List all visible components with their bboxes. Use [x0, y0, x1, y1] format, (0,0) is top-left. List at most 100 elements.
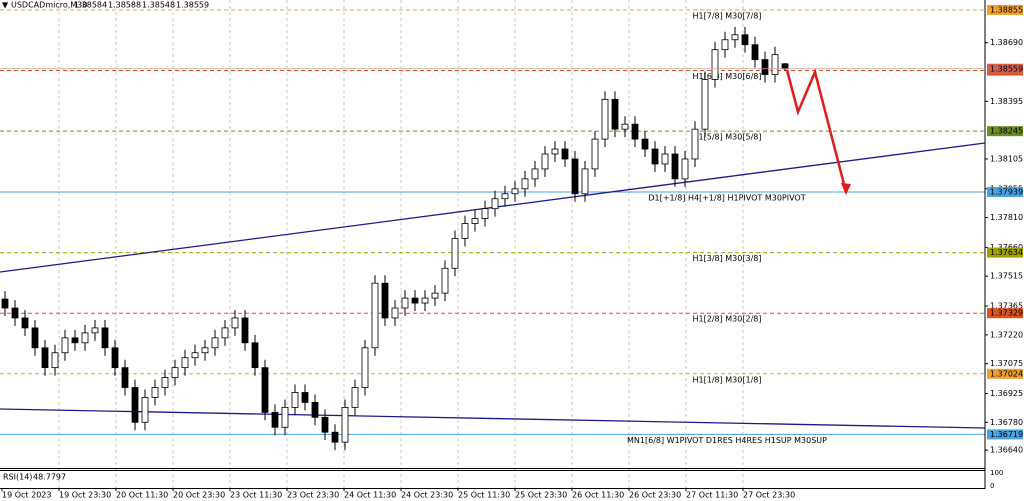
- candle-body: [41, 347, 49, 369]
- level-text: D1[+1/8] H4[+1/8] H1PIVOT M30PIVOT: [648, 193, 805, 202]
- candle-body: [211, 337, 219, 349]
- candle-body: [101, 327, 109, 349]
- candle-body: [121, 367, 129, 388]
- candle-body: [301, 392, 309, 403]
- candle-body: [641, 138, 649, 150]
- candle-body: [701, 79, 709, 130]
- candle-body: [581, 168, 589, 195]
- candle-body: [381, 282, 389, 319]
- candle-body: [721, 39, 729, 51]
- arrow-head: [841, 183, 851, 195]
- y-tick-label: 1.38690: [990, 38, 1023, 47]
- candle-body: [491, 198, 499, 210]
- price-axis: 1.36640 1.36780 1.36925 1.37075 1.37220 1.373…: [985, 4, 1023, 490]
- level-text: H1[6/8] M30[6/8]: [693, 72, 762, 81]
- level-axis-box: [987, 247, 1023, 258]
- level-axis-label: 1.36719: [990, 430, 1023, 439]
- header-open: 1.38584: [74, 1, 107, 10]
- y-tick-label: 1.36925: [990, 389, 1023, 398]
- level-axis-box: [987, 186, 1023, 197]
- y-tick-label: 1.37220: [990, 330, 1023, 339]
- x-tick-label: 19 Oct 23:30: [59, 491, 111, 500]
- level-axis-label: 1.37634: [990, 248, 1023, 257]
- level-axis-box: [987, 4, 1023, 15]
- symbol-marker: ▼: [2, 1, 9, 10]
- candle-body: [141, 397, 149, 423]
- candle-body: [191, 352, 199, 359]
- y-tick-label: 1.36640: [990, 446, 1023, 455]
- candle-body: [651, 148, 659, 165]
- candle-body: [171, 367, 179, 378]
- candle-body: [341, 406, 349, 443]
- candle-body: [551, 148, 559, 155]
- level-text: H1[7/8] M30[7/8]: [693, 11, 762, 20]
- candle-body: [751, 44, 759, 61]
- candle-body: [281, 406, 289, 428]
- x-tick-label: 24 Oct 11:30: [344, 491, 396, 500]
- x-tick-label: 24 Oct 23:30: [401, 491, 453, 500]
- candle-body: [431, 292, 439, 299]
- candle-body: [561, 148, 569, 160]
- candle-body: [1, 298, 9, 309]
- level-axis-box: [987, 368, 1023, 379]
- trend-line: [0, 408, 986, 429]
- candle-body: [731, 34, 739, 41]
- candle-body: [51, 352, 59, 369]
- candle-body: [221, 327, 229, 339]
- rsi-tick-label: 0: [990, 482, 994, 490]
- candle-body: [371, 282, 379, 349]
- candle-body: [481, 208, 489, 219]
- level-text: H1[5/8] M30[5/8]: [693, 133, 762, 142]
- candle-body: [511, 188, 519, 195]
- candle-body: [251, 342, 259, 369]
- x-tick-label: 23 Oct 11:30: [230, 491, 282, 500]
- candle-body: [311, 402, 319, 418]
- candle-body: [321, 416, 329, 433]
- x-tick-label: 27 Oct 23:30: [743, 491, 795, 500]
- candle-body: [81, 332, 89, 344]
- level-axis-label: 1.38855: [990, 5, 1023, 14]
- candles: [1, 26, 789, 451]
- candle-body: [541, 153, 549, 170]
- y-tick-label: 1.37365: [990, 302, 1023, 311]
- candle-body: [461, 223, 469, 239]
- candle-body: [71, 337, 79, 344]
- x-tick-label: 25 Oct 11:30: [458, 491, 510, 500]
- candle-body: [231, 317, 239, 329]
- x-tick-label: 19 Oct 2023: [2, 491, 51, 500]
- x-tick-label: 26 Oct 23:30: [629, 491, 681, 500]
- candle-body: [331, 431, 339, 443]
- candle-body: [421, 297, 429, 304]
- candle-body: [571, 158, 579, 195]
- x-tick-label: 20 Oct 23:30: [173, 491, 225, 500]
- rsi-tick-label: 100: [990, 469, 1003, 477]
- y-tick-label: 1.38105: [990, 154, 1023, 163]
- candle-body: [401, 297, 409, 309]
- candle-body: [391, 307, 399, 319]
- candle-body: [21, 317, 29, 329]
- candle-body: [621, 123, 629, 130]
- candle-body: [601, 98, 609, 140]
- candle-body: [741, 34, 749, 46]
- candle-body: [711, 49, 719, 80]
- candle-body: [261, 367, 269, 413]
- level-text: H1[1/8] M30[1/8]: [693, 375, 762, 384]
- x-tick-label: 23 Oct 23:30: [287, 491, 339, 500]
- header-low: 1.38548: [142, 1, 175, 10]
- level-axis-label: 1.37329: [990, 309, 1023, 318]
- level-text: H1[2/8] M30[2/8]: [693, 315, 762, 324]
- header-close: 1.38559: [176, 1, 209, 10]
- header-high: 1.38588: [108, 1, 141, 10]
- candle-body: [471, 218, 479, 224]
- candle-body: [291, 392, 299, 408]
- candle-body: [761, 59, 769, 75]
- y-tick-label: 1.37515: [990, 272, 1023, 281]
- candle-body: [351, 387, 359, 408]
- forecast-arrow: [785, 68, 848, 193]
- rsi-label: RSI(14): [3, 473, 32, 482]
- level-axis-label: 1.37939: [990, 187, 1023, 196]
- y-tick-label: 1.38395: [990, 97, 1023, 106]
